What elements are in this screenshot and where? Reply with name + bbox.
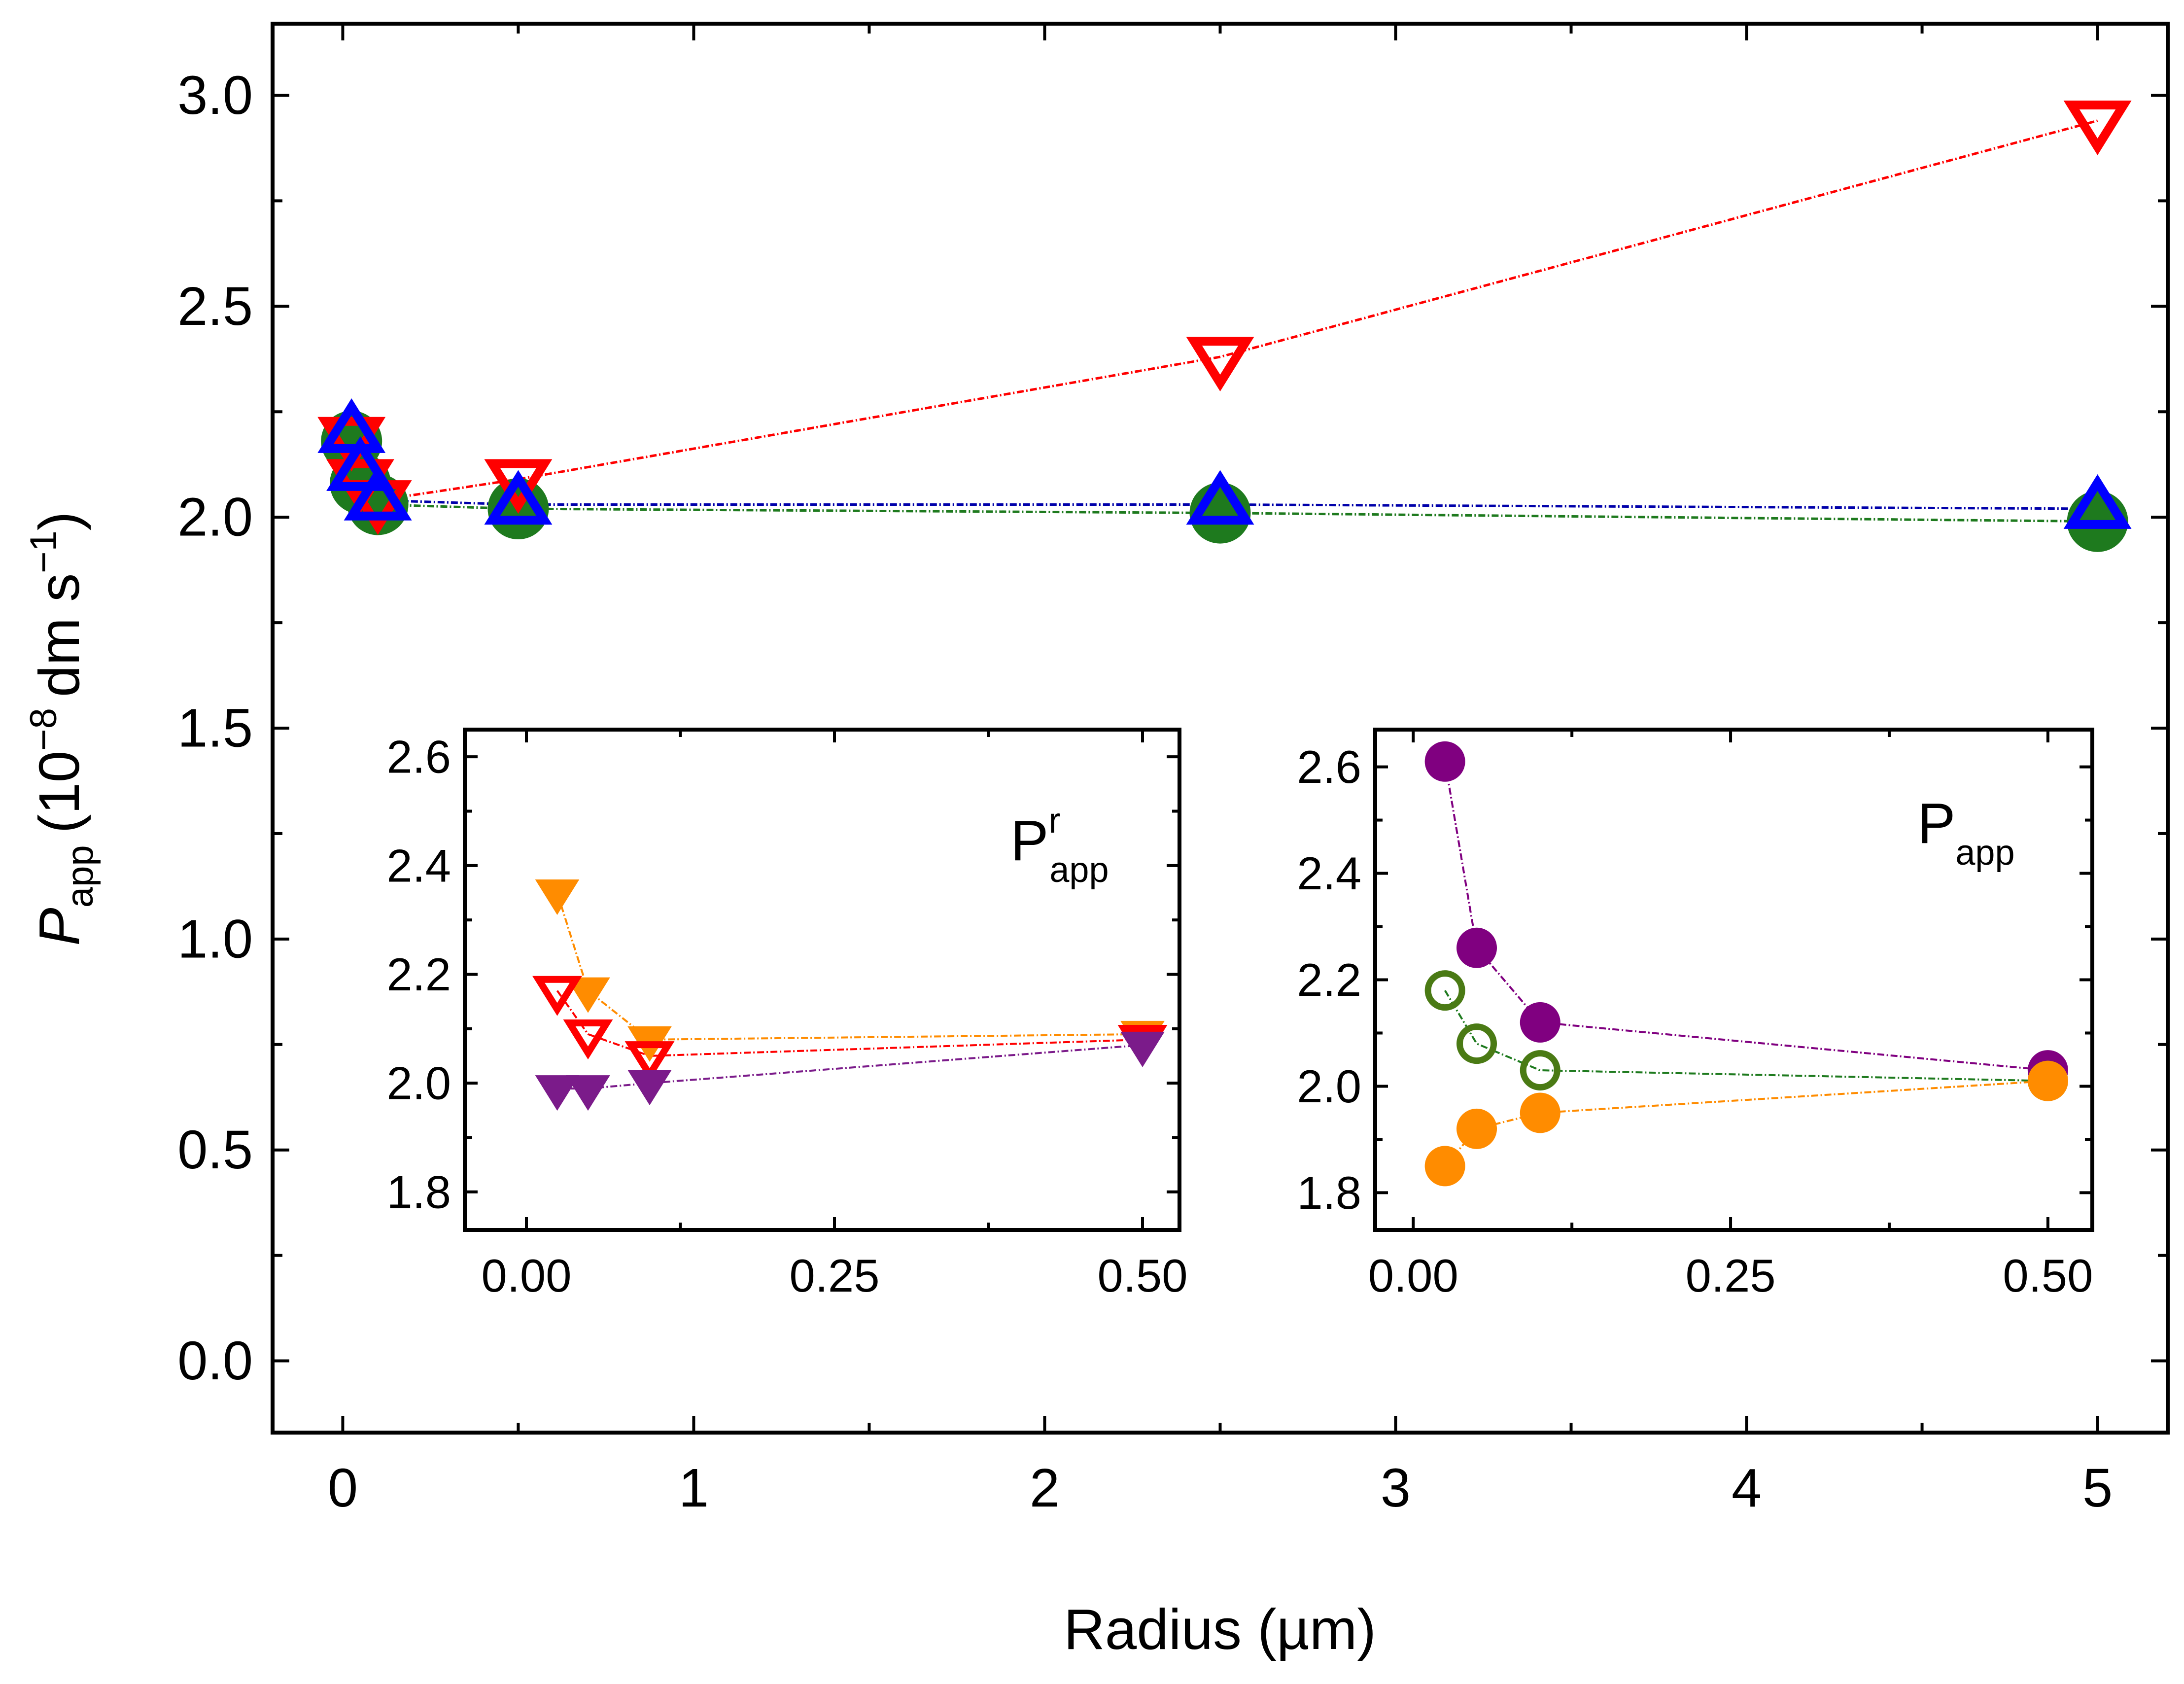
inset-left-series-layer xyxy=(532,879,1168,1111)
y-axis-title: Papp (10−8 dm s−1) xyxy=(23,511,101,946)
y-axis-title-unit-tail: dm s xyxy=(27,573,91,697)
main-series-2-point xyxy=(317,417,386,472)
inset-right-series-3-point xyxy=(2027,1060,2068,1101)
main-series-3-point xyxy=(317,398,386,453)
inset-left-y-tick-label: 2.2 xyxy=(386,948,451,1000)
inset-right-x-tick-label: 0.00 xyxy=(1368,1250,1458,1301)
main-y-tick-label: 0.5 xyxy=(177,1120,253,1180)
inset-right-series-1-point xyxy=(1456,927,1497,968)
inset-left-series-2-point xyxy=(532,976,582,1016)
inset-right-plot: 0.00 0.25 0.50 1.8 2.0 2.2 2.4 2.6 Papp xyxy=(1297,728,2094,1301)
inset-right-x-tick-label: 0.50 xyxy=(2003,1250,2093,1301)
main-series-3-point xyxy=(326,436,394,491)
main-series-2-point xyxy=(484,459,553,514)
inset-right-y-tick-label: 2.6 xyxy=(1297,741,1361,793)
main-series-2-line xyxy=(350,119,2098,502)
main-series-3-point xyxy=(1186,470,1254,525)
y-axis-title-sub: app xyxy=(59,845,101,908)
main-axes-layer: 0 1 2 3 4 5 0.0 0.5 1.0 1.5 2.0 2.5 3.0 xyxy=(177,24,2168,1518)
inset-left-series-1-point xyxy=(566,977,610,1013)
inset-left-y-tick-label: 2.4 xyxy=(386,840,451,891)
inset-right-series-2-point xyxy=(1424,970,1465,1011)
main-y-tick-label: 0.0 xyxy=(177,1331,253,1391)
inset-right-series-1-line xyxy=(1444,761,2048,1072)
inset-right-series-2-line xyxy=(1444,990,2048,1082)
inset-right-label: Papp xyxy=(1917,791,2015,873)
main-series-3-point xyxy=(2063,474,2132,529)
inset-right-series-1-point xyxy=(1424,741,1465,782)
inset-left-series-1-point xyxy=(535,879,580,915)
inset-left-y-tick-label: 2.0 xyxy=(386,1057,451,1109)
inset-right-background xyxy=(1375,730,2092,1230)
inset-right-y-tick-label: 2.0 xyxy=(1297,1060,1361,1112)
main-y-tick-label: 2.0 xyxy=(177,487,253,548)
inset-right-label-symbol: P xyxy=(1917,791,1955,855)
main-x-tick-label: 3 xyxy=(1381,1458,1411,1518)
main-x-tick-label: 1 xyxy=(679,1458,709,1518)
inset-left-x-tick-label: 0.50 xyxy=(1098,1250,1188,1301)
inset-right-series-3-line xyxy=(1444,1080,2048,1167)
inset-left-x-tick-label: 0.00 xyxy=(482,1250,572,1301)
main-series-layer xyxy=(317,101,2132,552)
inset-right-y-tick-label: 1.8 xyxy=(1297,1167,1361,1219)
main-y-tick-label: 1.5 xyxy=(177,698,253,759)
inset-left-series-2-line xyxy=(556,990,1143,1057)
main-y-tick-label: 3.0 xyxy=(177,65,253,126)
y-axis-title-symbol: P xyxy=(27,908,91,946)
inset-left-series-1-line xyxy=(556,892,1143,1041)
inset-right-series-3-point xyxy=(1520,1092,1560,1133)
inset-right-series-1-point xyxy=(1520,1002,1560,1043)
inset-left-series-2-point xyxy=(563,1019,613,1060)
inset-left-label: Pr app xyxy=(1010,801,1109,890)
main-series-2-point xyxy=(2063,101,2132,155)
inset-left-label-symbol: P xyxy=(1010,808,1048,873)
inset-left-y-tick-label: 2.6 xyxy=(386,731,451,783)
y-axis-title-unit-exponent: −1 xyxy=(23,530,65,573)
inset-left-series-2-point xyxy=(624,1041,675,1082)
main-x-tick-label: 5 xyxy=(2082,1458,2113,1518)
y-axis-title-exponent: −8 xyxy=(23,708,65,751)
inset-right-y-tick-label: 2.2 xyxy=(1297,954,1361,1006)
main-series-2-point xyxy=(1186,337,1254,392)
inset-right-series-2-point xyxy=(1456,1023,1497,1064)
inset-left-x-tick-label: 0.25 xyxy=(790,1250,880,1301)
inset-left-series-3-line xyxy=(557,1044,1143,1090)
inset-left-series-3-point xyxy=(566,1075,610,1111)
main-x-tick-label: 4 xyxy=(1732,1458,1762,1518)
inset-left-frame xyxy=(463,728,1181,1232)
inset-right-y-tick-label: 2.4 xyxy=(1297,847,1361,899)
inset-left-axes-layer: 0.00 0.25 0.50 1.8 2.0 2.2 2.4 2.6 xyxy=(386,730,1187,1301)
inset-right-series-2-point xyxy=(1520,1050,1560,1091)
main-y-tick-label: 2.5 xyxy=(177,276,253,337)
inset-right-series-3-point xyxy=(1456,1108,1497,1149)
y-axis-title-close: ) xyxy=(27,511,91,530)
inset-left-series-3-point xyxy=(1120,1031,1165,1067)
inset-right-label-sub: app xyxy=(1955,833,2014,873)
inset-right-series-3-point xyxy=(1424,1146,1465,1187)
inset-left-plot: 0.00 0.25 0.50 1.8 2.0 2.2 2.4 2.6 Pr app xyxy=(386,728,1187,1301)
main-series-3-point xyxy=(344,465,412,521)
inset-left-series-3-point xyxy=(627,1070,672,1106)
inset-right-axes-layer: 0.00 0.25 0.50 1.8 2.0 2.2 2.4 2.6 xyxy=(1297,730,2093,1301)
main-x-tick-label: 2 xyxy=(1030,1458,1060,1518)
inset-left-series-3-point xyxy=(535,1075,580,1111)
inset-left-label-sup: r xyxy=(1048,801,1060,841)
main-x-tick-label: 0 xyxy=(328,1458,358,1518)
inset-right-series-layer xyxy=(1424,741,2068,1187)
x-axis-title: Radius (µm) xyxy=(1064,1597,1376,1661)
main-series-3-point xyxy=(484,470,553,525)
inset-right-x-tick-label: 0.25 xyxy=(1686,1250,1776,1301)
y-axis-title-unit: (10 xyxy=(27,751,91,834)
inset-left-y-tick-label: 1.8 xyxy=(386,1166,451,1218)
inset-left-label-sub: app xyxy=(1049,850,1109,890)
main-plot: 0 1 2 3 4 5 0.0 0.5 1.0 1.5 2.0 2.5 3.0 xyxy=(177,22,2170,1518)
main-y-tick-label: 1.0 xyxy=(177,909,253,969)
